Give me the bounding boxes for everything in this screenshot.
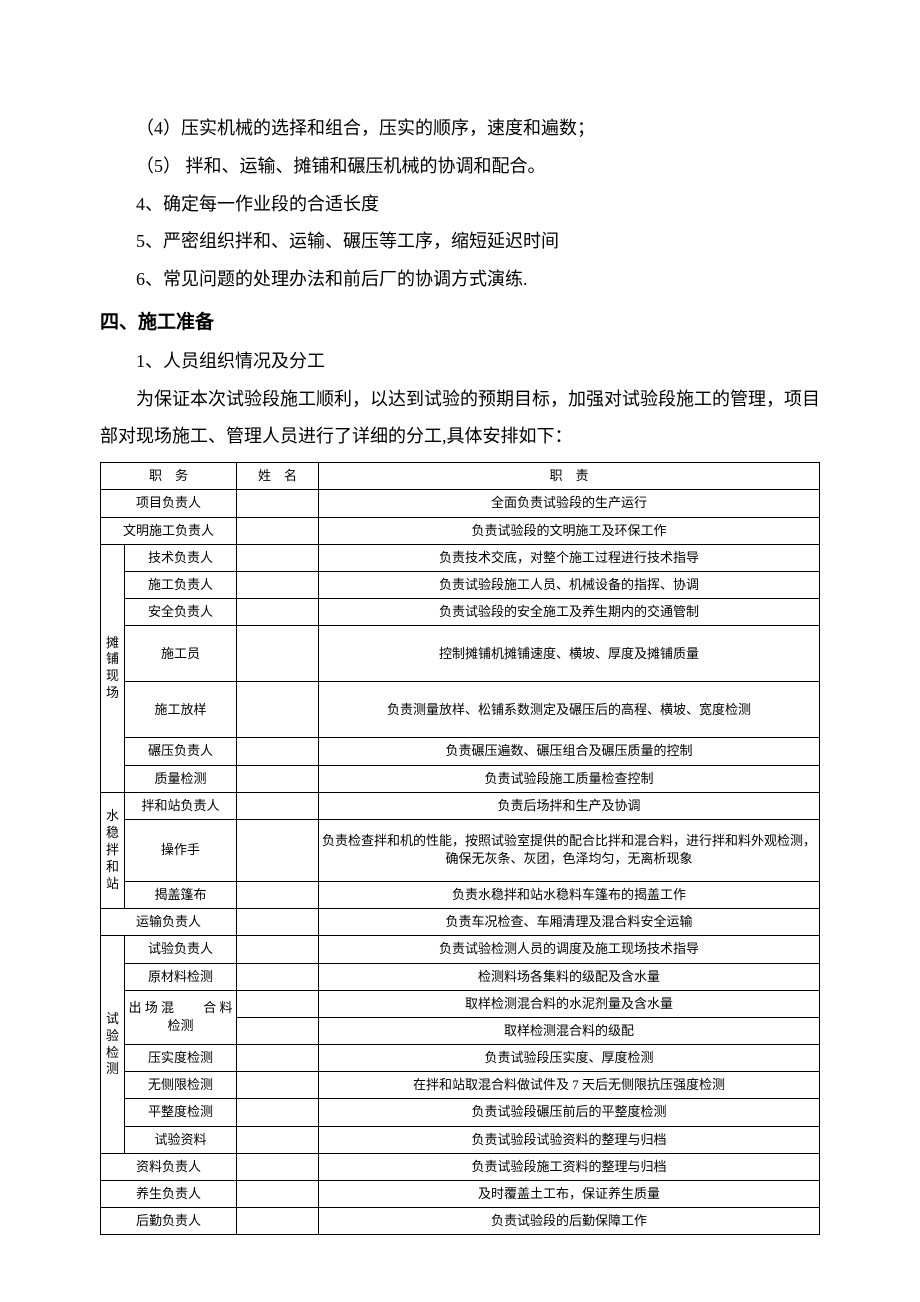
table-row: 施工放样负责测量放样、松铺系数测定及碾压后的高程、横坡、宽度检测 — [101, 682, 820, 738]
personnel-table: 职 务姓 名职 责项目负责人全面负责试验段的生产运行文明施工负责人负责试验段的文… — [100, 462, 820, 1235]
table-row: 压实度检测负责试验段压实度、厚度检测 — [101, 1045, 820, 1072]
table-row: 施工负责人负责试验段施工人员、机械设备的指挥、协调 — [101, 572, 820, 599]
para-5: （5） 拌和、运输、摊铺和碾压机械的协调和配合。 — [100, 148, 820, 186]
table-row: 碾压负责人负责碾压遍数、碾压组合及碾压质量的控制 — [101, 738, 820, 765]
para-item-6: 6、常见问题的处理办法和前后厂的协调方式演练. — [100, 261, 820, 299]
table-row: 质量检测负责试验段施工质量检查控制 — [101, 765, 820, 792]
table-row: 无侧限检测在拌和站取混合料做试件及 7 天后无侧限抗压强度检测 — [101, 1072, 820, 1099]
table-row: 文明施工负责人负责试验段的文明施工及环保工作 — [101, 517, 820, 544]
table-row: 后勤负责人负责试验段的后勤保障工作 — [101, 1208, 820, 1235]
para-4: （4）压实机械的选择和组合，压实的顺序，速度和遍数； — [100, 110, 820, 148]
table-row: 原材料检测检测料场各集料的级配及含水量 — [101, 963, 820, 990]
table-row: 出 场 混 合 料检测取样检测混合料的水泥剂量及含水量 — [101, 990, 820, 1017]
table-row: 摊 铺 现 场技术负责人负责技术交底，对整个施工过程进行技术指导 — [101, 544, 820, 571]
intro-paragraph: 为保证本次试验段施工顺利，以达到试验的预期目标，加强对试验段施工的管理，项目部对… — [100, 381, 820, 457]
table-row: 试 验 检 测试验负责人负责试验检测人员的调度及施工现场技术指导 — [101, 936, 820, 963]
table-row: 施工员控制摊铺机摊铺速度、横坡、厚度及摊铺质量 — [101, 626, 820, 682]
table-header-row: 职 务姓 名职 责 — [101, 463, 820, 490]
table-row: 资料负责人负责试验段施工资料的整理与归档 — [101, 1153, 820, 1180]
table-row: 安全负责人负责试验段的安全施工及养生期内的交通管制 — [101, 599, 820, 626]
section-heading: 四、施工准备 — [100, 303, 820, 343]
table-row: 运输负责人负责车况检查、车厢清理及混合料安全运输 — [101, 909, 820, 936]
subheading: 1、人员组织情况及分工 — [100, 343, 820, 381]
para-item-5: 5、严密组织拌和、运输、碾压等工序，缩短延迟时间 — [100, 223, 820, 261]
table-row: 揭盖篷布负责水稳拌和站水稳料车篷布的揭盖工作 — [101, 881, 820, 908]
table-row: 试验资料负责试验段试验资料的整理与归档 — [101, 1126, 820, 1153]
table-row: 操作手负责检查拌和机的性能，按照试验室提供的配合比拌和混合料，进行拌和料外观检测… — [101, 819, 820, 881]
para-item-4: 4、确定每一作业段的合适长度 — [100, 186, 820, 224]
table-row: 水 稳 拌 和 站拌和站负责人负责后场拌和生产及协调 — [101, 792, 820, 819]
table-row: 养生负责人及时覆盖土工布，保证养生质量 — [101, 1181, 820, 1208]
table-row: 项目负责人全面负责试验段的生产运行 — [101, 490, 820, 517]
table-row: 平整度检测负责试验段碾压前后的平整度检测 — [101, 1099, 820, 1126]
